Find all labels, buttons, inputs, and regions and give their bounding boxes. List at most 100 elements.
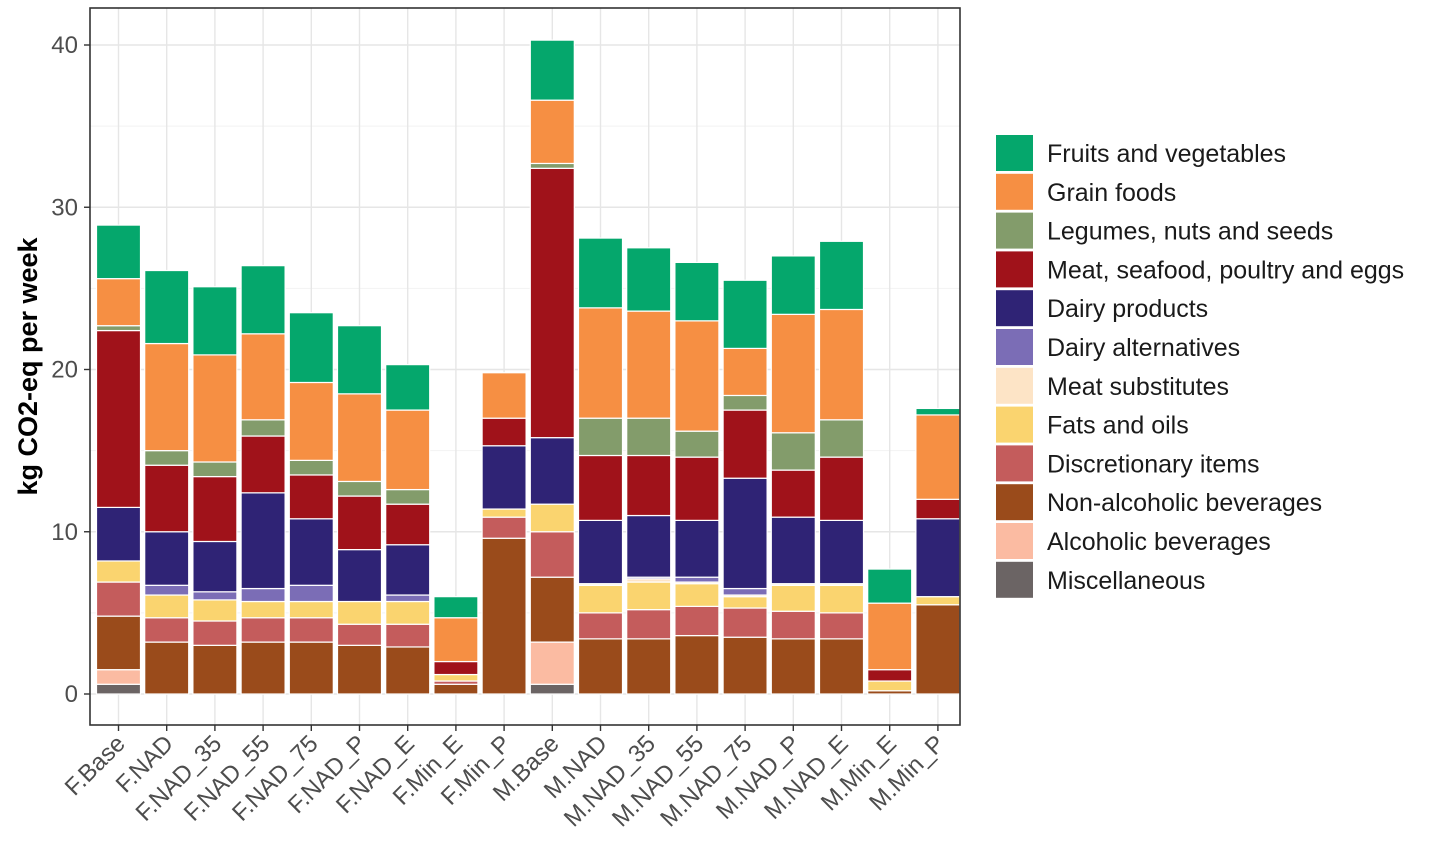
bar-segment [433,617,479,663]
bar-segment [336,644,383,695]
bar-segment [626,310,672,419]
bar-segment [385,364,431,411]
bar-segment [433,660,479,676]
bar-segment [288,474,334,520]
legend-item: Discretionary items [996,445,1260,482]
legend-swatch [996,445,1033,482]
bar-segment [288,617,334,643]
bar-segment [288,459,334,476]
bar-segment [529,683,575,695]
bar-segment [722,596,768,609]
bar-segment [336,325,383,395]
bar-segment [770,584,816,612]
bar-segment [385,503,431,546]
bar-segment [770,610,816,640]
bar-stack-F.Min_P [481,372,527,695]
bar-segment [240,419,286,437]
bar-segment [288,584,334,603]
bar-segment [818,456,865,521]
bar-segment [722,587,768,596]
legend-swatch [996,329,1033,365]
legend-item: Meat, seafood, poultry and eggs [996,251,1404,288]
y-tick-label: 30 [51,194,78,221]
bar-segment [144,584,190,596]
legend-item: Non-alcoholic beverages [996,484,1322,521]
bar-segment [385,623,431,648]
bar-stack-F.NAD_P [336,325,383,695]
legend-item: Alcoholic beverages [996,523,1271,559]
bar-segment [818,519,865,585]
bar-segment [529,531,575,578]
bar-segment [192,286,238,356]
bar-segment [818,612,865,640]
legend-swatch [996,561,1033,598]
bar-stack-M.NAD_E [818,240,865,695]
bar-segment [915,518,961,598]
bar-segment [915,604,961,695]
bar-segment [336,548,383,603]
bar-segment [770,313,816,434]
bar-segment [336,600,383,625]
bar-segment [192,620,238,646]
bar-stack-M.NAD [577,237,624,695]
bar-segment [288,641,334,695]
bar-segment [915,407,961,416]
bar-segment [674,430,720,458]
legend-swatch [996,290,1033,327]
bar-segment [722,347,768,397]
bar-segment [674,583,720,607]
bar-segment [529,99,575,165]
bar-segment [95,506,142,562]
bar-segment [770,469,816,518]
bar-stack-M.NAD_P [770,255,816,695]
bar-segment [674,456,720,521]
legend-label: Non-alcoholic beverages [1047,489,1322,517]
bar-segment [481,516,527,539]
bar-segment [144,594,190,619]
bar-segment [95,329,142,509]
legend-swatch [996,251,1033,288]
bar-stack-F.NAD_75 [288,312,334,695]
bar-segment [481,445,527,510]
bar-segment [144,641,190,695]
bar-segment [529,167,575,439]
bar-segment [336,480,383,497]
y-axis: 0 10 20 30 40 [51,32,90,708]
x-axis: F.BaseF.NADF.NAD_35F.NAD_55F.NAD_75F.NAD… [60,725,950,832]
bar-stack-F.NAD_35 [192,286,238,695]
legend-label: Discretionary items [1047,450,1260,478]
bar-segment [240,435,286,494]
bar-segment [770,432,816,471]
bar-segment [577,307,624,419]
bar-segment [818,308,865,421]
bar-segment [95,560,142,583]
bar-segment [674,634,720,695]
bar-segment [722,607,768,638]
bar-segment [577,584,624,614]
bar-segment [722,477,768,590]
legend-item: Fruits and vegetables [996,135,1286,171]
legend-label: Legumes, nuts and seeds [1047,218,1333,246]
legend-label: Dairy products [1047,295,1208,323]
bar-segment [818,240,865,311]
bar-segment [674,519,720,578]
legend-label: Alcoholic beverages [1047,528,1271,556]
bar-segment [240,587,286,603]
bar-segment [818,419,865,458]
y-tick-label: 0 [65,681,78,708]
legend-item: Legumes, nuts and seeds [996,212,1333,249]
bar-segment [722,279,768,350]
bar-segment [192,599,238,622]
bar-segment [95,669,142,685]
bar-stack-M.Min_E [867,568,913,695]
bar-segment [626,609,672,640]
bar-stack-M.Min_P [915,407,961,695]
legend-swatch [996,173,1033,210]
bar-segment [385,544,431,596]
x-tick-label: F.Base [60,730,131,801]
bar-segment [915,414,961,500]
legend-swatch [996,523,1033,559]
bar-stacks [95,39,961,695]
bar-stack-M.NAD_75 [722,279,768,695]
legend-label: Fruits and vegetables [1047,140,1286,168]
